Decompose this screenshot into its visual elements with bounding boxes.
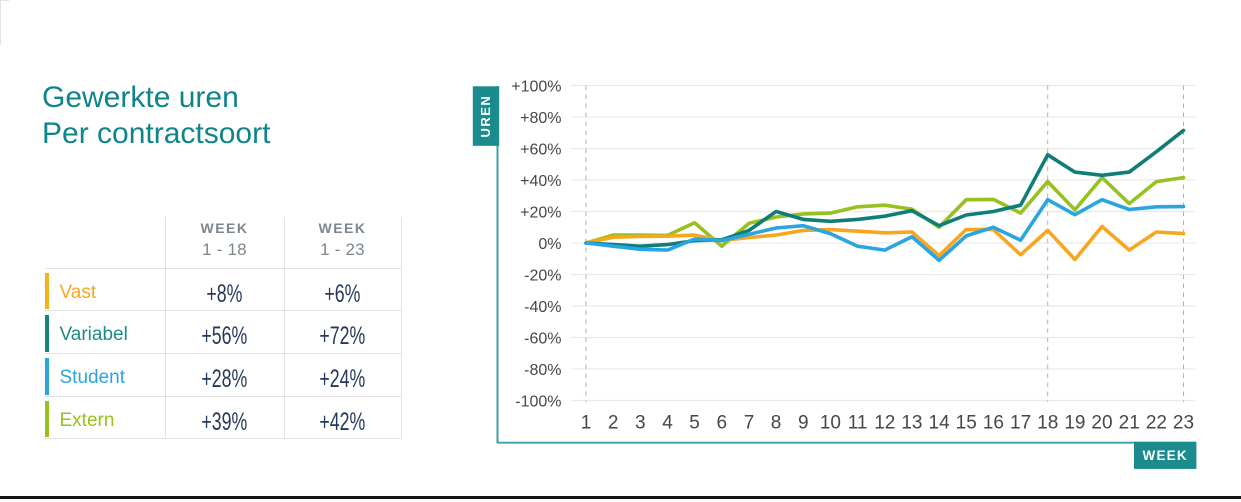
svg-text:7: 7 bbox=[744, 413, 755, 434]
svg-text:9: 9 bbox=[798, 413, 809, 434]
svg-text:16: 16 bbox=[983, 413, 1004, 434]
svg-text:8: 8 bbox=[771, 413, 782, 434]
svg-text:+60%: +60% bbox=[520, 141, 561, 158]
svg-text:22: 22 bbox=[1146, 413, 1167, 434]
svg-text:14: 14 bbox=[929, 413, 951, 434]
svg-text:-100%: -100% bbox=[515, 393, 561, 410]
svg-text:0%: 0% bbox=[538, 236, 561, 253]
svg-text:23: 23 bbox=[1173, 413, 1194, 434]
svg-text:17: 17 bbox=[1010, 413, 1031, 434]
svg-text:-60%: -60% bbox=[524, 330, 561, 347]
svg-text:11: 11 bbox=[848, 413, 868, 434]
svg-text:3: 3 bbox=[635, 413, 646, 434]
svg-text:18: 18 bbox=[1037, 413, 1058, 434]
svg-text:21: 21 bbox=[1119, 413, 1140, 434]
svg-text:2: 2 bbox=[608, 413, 619, 434]
svg-text:-80%: -80% bbox=[524, 362, 561, 379]
svg-text:10: 10 bbox=[820, 413, 841, 434]
svg-text:4: 4 bbox=[662, 413, 673, 434]
svg-text:+80%: +80% bbox=[520, 110, 561, 127]
svg-text:20: 20 bbox=[1091, 413, 1112, 434]
svg-text:5: 5 bbox=[689, 413, 700, 434]
svg-text:WEEK: WEEK bbox=[1143, 448, 1188, 463]
svg-text:19: 19 bbox=[1064, 413, 1085, 434]
svg-text:-40%: -40% bbox=[524, 299, 561, 316]
svg-text:12: 12 bbox=[874, 413, 895, 434]
svg-text:13: 13 bbox=[901, 413, 922, 434]
svg-text:1: 1 bbox=[581, 413, 592, 434]
svg-text:6: 6 bbox=[717, 413, 728, 434]
svg-text:-20%: -20% bbox=[524, 267, 561, 284]
svg-text:15: 15 bbox=[956, 413, 977, 434]
svg-text:+100%: +100% bbox=[511, 78, 561, 95]
svg-text:+40%: +40% bbox=[520, 173, 561, 190]
svg-text:UREN: UREN bbox=[478, 95, 493, 138]
svg-text:+20%: +20% bbox=[520, 204, 561, 221]
